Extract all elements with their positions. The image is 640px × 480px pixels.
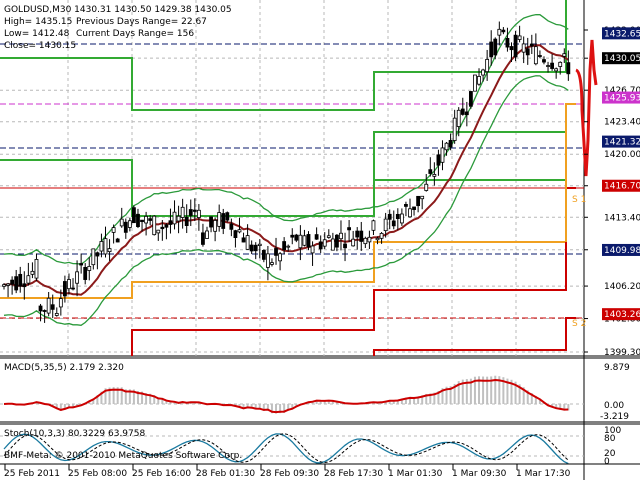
price-label: 1425.93 — [604, 94, 640, 104]
time-axis[interactable]: 25 Feb 2011 25 Feb 08:00 25 Feb 16:00 28 Fe… — [4, 464, 571, 479]
time-tick-label: 25 Feb 2011 — [4, 469, 60, 479]
price-label-box — [602, 91, 640, 104]
curr-range-value: Current Days Range= 156 — [76, 29, 194, 39]
level-tag-s2: S 2 — [572, 319, 586, 329]
symbol-line: GOLDUSD,M30 1430.31 1430.50 1429.38 1430… — [4, 5, 232, 15]
forecast-arrow — [575, 39, 598, 177]
time-tick-label: 1 Mar 01:30 — [388, 469, 443, 479]
price-label: 1416.70 — [604, 182, 640, 192]
macd-panel[interactable]: MACD(5,35,5) 2.179 2.320 9.879 0.00 -3.2… — [0, 363, 640, 425]
macd-tick-zero: 0.00 — [604, 401, 624, 411]
close-value: Close= 1430.15 — [4, 41, 76, 51]
time-tick-label: 25 Feb 16:00 — [132, 469, 191, 479]
price-label-box — [602, 179, 640, 192]
stoch-title: Stoch(10,3,3) 80.3229 63.9758 — [4, 429, 145, 439]
price-label-box — [602, 243, 640, 256]
time-tick-label: 28 Feb 09:30 — [260, 469, 319, 479]
price-tick-label: 1399.30 — [604, 348, 640, 358]
price-tick-label: 1426.70 — [604, 86, 640, 96]
time-tick-label: 28 Feb 01:30 — [196, 469, 255, 479]
macd-tick-min: -3.219 — [600, 412, 629, 422]
price-tick-label: 1420.00 — [604, 150, 640, 160]
price-label-box — [602, 135, 640, 148]
price-label: 1409.98 — [604, 246, 640, 256]
stoch-tick-20: 20 — [604, 449, 616, 459]
time-tick-label: 1 Mar 17:30 — [516, 469, 571, 479]
bollinger-bands — [3, 13, 569, 326]
stoch-tick-80: 80 — [604, 434, 616, 444]
macd-tick-max: 9.879 — [604, 363, 630, 373]
moving-average-line — [3, 44, 569, 296]
time-tick-label: 1 Mar 09:30 — [452, 469, 507, 479]
prev-range-value: Previous Days Range= 22.67 — [76, 17, 207, 27]
price-label: 1430.05 — [604, 54, 640, 64]
chart-info-header: GOLDUSD,M30 1430.31 1430.50 1429.38 1430… — [4, 5, 232, 51]
stochastic-panel[interactable]: Stoch(10,3,3) 80.3229 63.9758 BMF-Meta: … — [0, 426, 640, 467]
price-tick-label: 1406.20 — [604, 282, 640, 292]
low-value: Low= 1412.48 — [4, 29, 70, 39]
price-label-box — [602, 52, 640, 65]
stoch-main-line — [3, 433, 569, 465]
stoch-tick-100: 100 — [604, 426, 621, 436]
price-bars — [2, 21, 571, 323]
time-tick-label: 28 Feb 17:30 — [324, 469, 383, 479]
price-label-box — [602, 27, 640, 40]
macd-title: MACD(5,35,5) 2.179 2.320 — [4, 363, 124, 373]
stoch-tick-0: 0 — [604, 457, 610, 467]
stoch-signal-line — [3, 433, 569, 464]
price-tick-label: 1413.40 — [604, 213, 640, 223]
time-tick-label: 25 Feb 08:00 — [68, 469, 127, 479]
price-tick-label: 1423.40 — [604, 118, 640, 128]
copyright-text: BMF-Meta: © 2001-2010 MetaQuotes Softwar… — [4, 451, 242, 461]
price-label: 1403.26 — [604, 310, 640, 320]
high-value: High= 1435.15 — [4, 17, 72, 27]
price-label: 1432.65 — [604, 29, 640, 39]
level-tag-s1: S 1 — [572, 195, 586, 205]
price-label: 1421.32 — [604, 138, 640, 148]
price-axis[interactable]: 1433.001430.051426.701423.401420.001416.… — [584, 26, 640, 358]
daily-range-channels — [0, 0, 576, 356]
macd-signal-line — [3, 378, 569, 414]
price-label-box — [602, 308, 640, 321]
